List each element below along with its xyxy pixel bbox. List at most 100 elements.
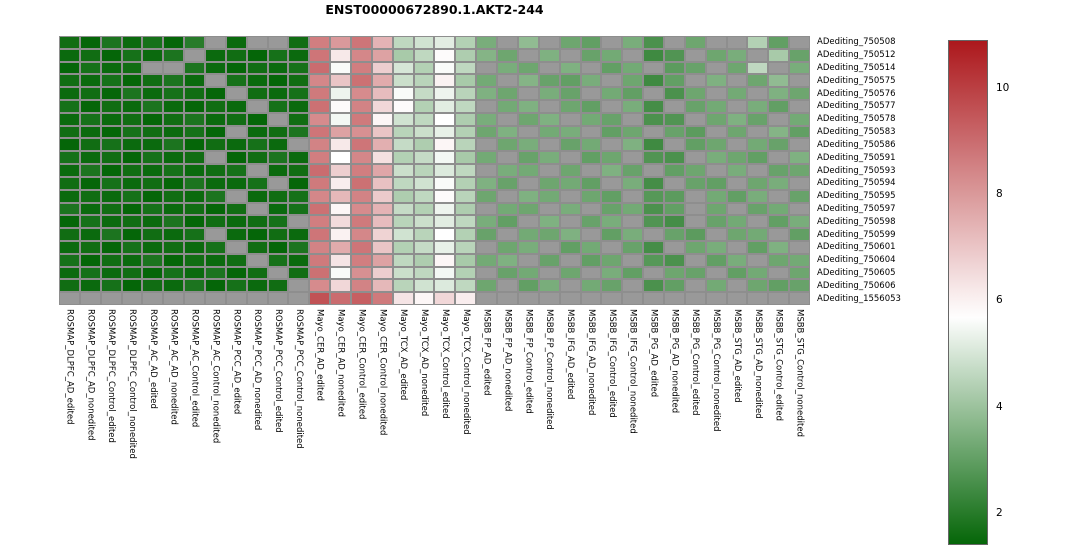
heatmap-cell [643, 164, 664, 177]
col-label-text: MSBB_PG_AD_nonedited [669, 309, 680, 414]
heatmap-cell [142, 266, 164, 280]
heatmap-cell [246, 253, 268, 267]
heatmap-cell [622, 164, 644, 177]
heatmap-cell [267, 112, 289, 126]
heatmap-cell [79, 100, 101, 113]
heatmap-cell [184, 202, 206, 216]
heatmap-cell [246, 61, 268, 75]
heatmap-cell [288, 151, 310, 165]
heatmap-cell [59, 112, 80, 126]
heatmap-cell [205, 228, 226, 241]
heatmap-cell [309, 112, 331, 126]
heatmap-cell [768, 48, 790, 62]
heatmap-cell [163, 125, 185, 139]
heatmap-cell [747, 61, 769, 75]
heatmap-cell [225, 292, 247, 305]
heatmap-cell [246, 151, 268, 165]
row-label: ADediting_750605 [817, 268, 896, 279]
heatmap-cell [455, 61, 477, 75]
heatmap-cell [330, 36, 352, 49]
heatmap-cell [351, 164, 372, 177]
heatmap-cell [768, 240, 790, 254]
heatmap-cell [413, 87, 435, 101]
heatmap-cell [142, 253, 164, 267]
heatmap-cell [580, 189, 602, 203]
heatmap-cell [663, 189, 685, 203]
heatmap-cell [768, 36, 790, 49]
heatmap-cell [434, 100, 456, 113]
heatmap-cell [225, 36, 247, 49]
col-label: MSBB_FP_AD_nonedited [497, 309, 518, 553]
heatmap-cell [163, 176, 185, 190]
heatmap-cell [225, 100, 247, 113]
heatmap-cell [538, 176, 560, 190]
heatmap-cell [225, 176, 247, 190]
heatmap-cell [371, 240, 393, 254]
heatmap-cell [768, 87, 790, 101]
heatmap-cell [59, 202, 80, 216]
heatmap-cell [59, 240, 80, 254]
heatmap-cell [559, 100, 581, 113]
heatmap-cell [79, 151, 101, 165]
heatmap-cell [476, 189, 498, 203]
heatmap-cell [517, 48, 539, 62]
heatmap-cell [768, 292, 790, 305]
heatmap-cell [225, 279, 247, 293]
heatmap-cell [789, 202, 810, 216]
heatmap-cell [267, 151, 289, 165]
heatmap-cell [476, 240, 498, 254]
heatmap-cell [184, 215, 206, 229]
heatmap-cell [455, 279, 477, 293]
heatmap-cell [205, 279, 226, 293]
heatmap-cell [580, 100, 602, 113]
heatmap-cell [163, 279, 185, 293]
heatmap-cell [434, 164, 456, 177]
heatmap-cell [747, 189, 769, 203]
heatmap-cell [434, 253, 456, 267]
col-label: Mayo_TCX_Control_nonedited [455, 309, 476, 553]
heatmap-cell [309, 48, 331, 62]
col-label-text: ROSMAP_PCC_AD_nonedited [252, 309, 263, 431]
heatmap-cell [121, 151, 143, 165]
heatmap-cell [79, 266, 101, 280]
heatmap-cell [663, 253, 685, 267]
col-label: MSBB_PG_AD_nonedited [664, 309, 685, 553]
heatmap-cell [622, 61, 644, 75]
heatmap-cell [205, 202, 226, 216]
heatmap-cell [434, 125, 456, 139]
heatmap-cell [622, 112, 644, 126]
heatmap-cell [517, 100, 539, 113]
heatmap-cell [79, 253, 101, 267]
heatmap-cell [142, 112, 164, 126]
heatmap-cell [497, 138, 518, 152]
col-label: ROSMAP_DLPFC_Control_edited [101, 309, 122, 553]
col-label: MSBB_IFG_AD_nonedited [580, 309, 601, 553]
row-label: ADediting_750583 [817, 127, 896, 138]
col-label-text: ROSMAP_PCC_Control_nonedited [293, 309, 304, 449]
col-label: ROSMAP_PCC_Control_edited [268, 309, 289, 553]
heatmap-cell [246, 215, 268, 229]
heatmap-cell [497, 176, 518, 190]
heatmap-cell [538, 100, 560, 113]
heatmap-cell [789, 74, 810, 88]
heatmap-cell [705, 112, 727, 126]
heatmap-cell [205, 240, 226, 254]
col-label-text: MSBB_PG_AD_edited [648, 309, 659, 398]
heatmap-cell [392, 228, 414, 241]
heatmap-cell [663, 292, 685, 305]
heatmap-cell [455, 240, 477, 254]
heatmap-cell [622, 36, 644, 49]
heatmap-cell [622, 74, 644, 88]
heatmap-cell [726, 112, 748, 126]
heatmap-cell [601, 61, 623, 75]
heatmap-cell [517, 125, 539, 139]
col-label-text: Mayo_TCX_Control_nonedited [460, 309, 471, 435]
heatmap-cell [413, 36, 435, 49]
heatmap-cell [163, 202, 185, 216]
heatmap-cell [497, 240, 518, 254]
heatmap-cell [163, 228, 185, 241]
heatmap-cell [413, 74, 435, 88]
heatmap-cell [413, 151, 435, 165]
heatmap-cell [768, 176, 790, 190]
col-label-text: MSBB_FP_AD_edited [481, 309, 492, 396]
